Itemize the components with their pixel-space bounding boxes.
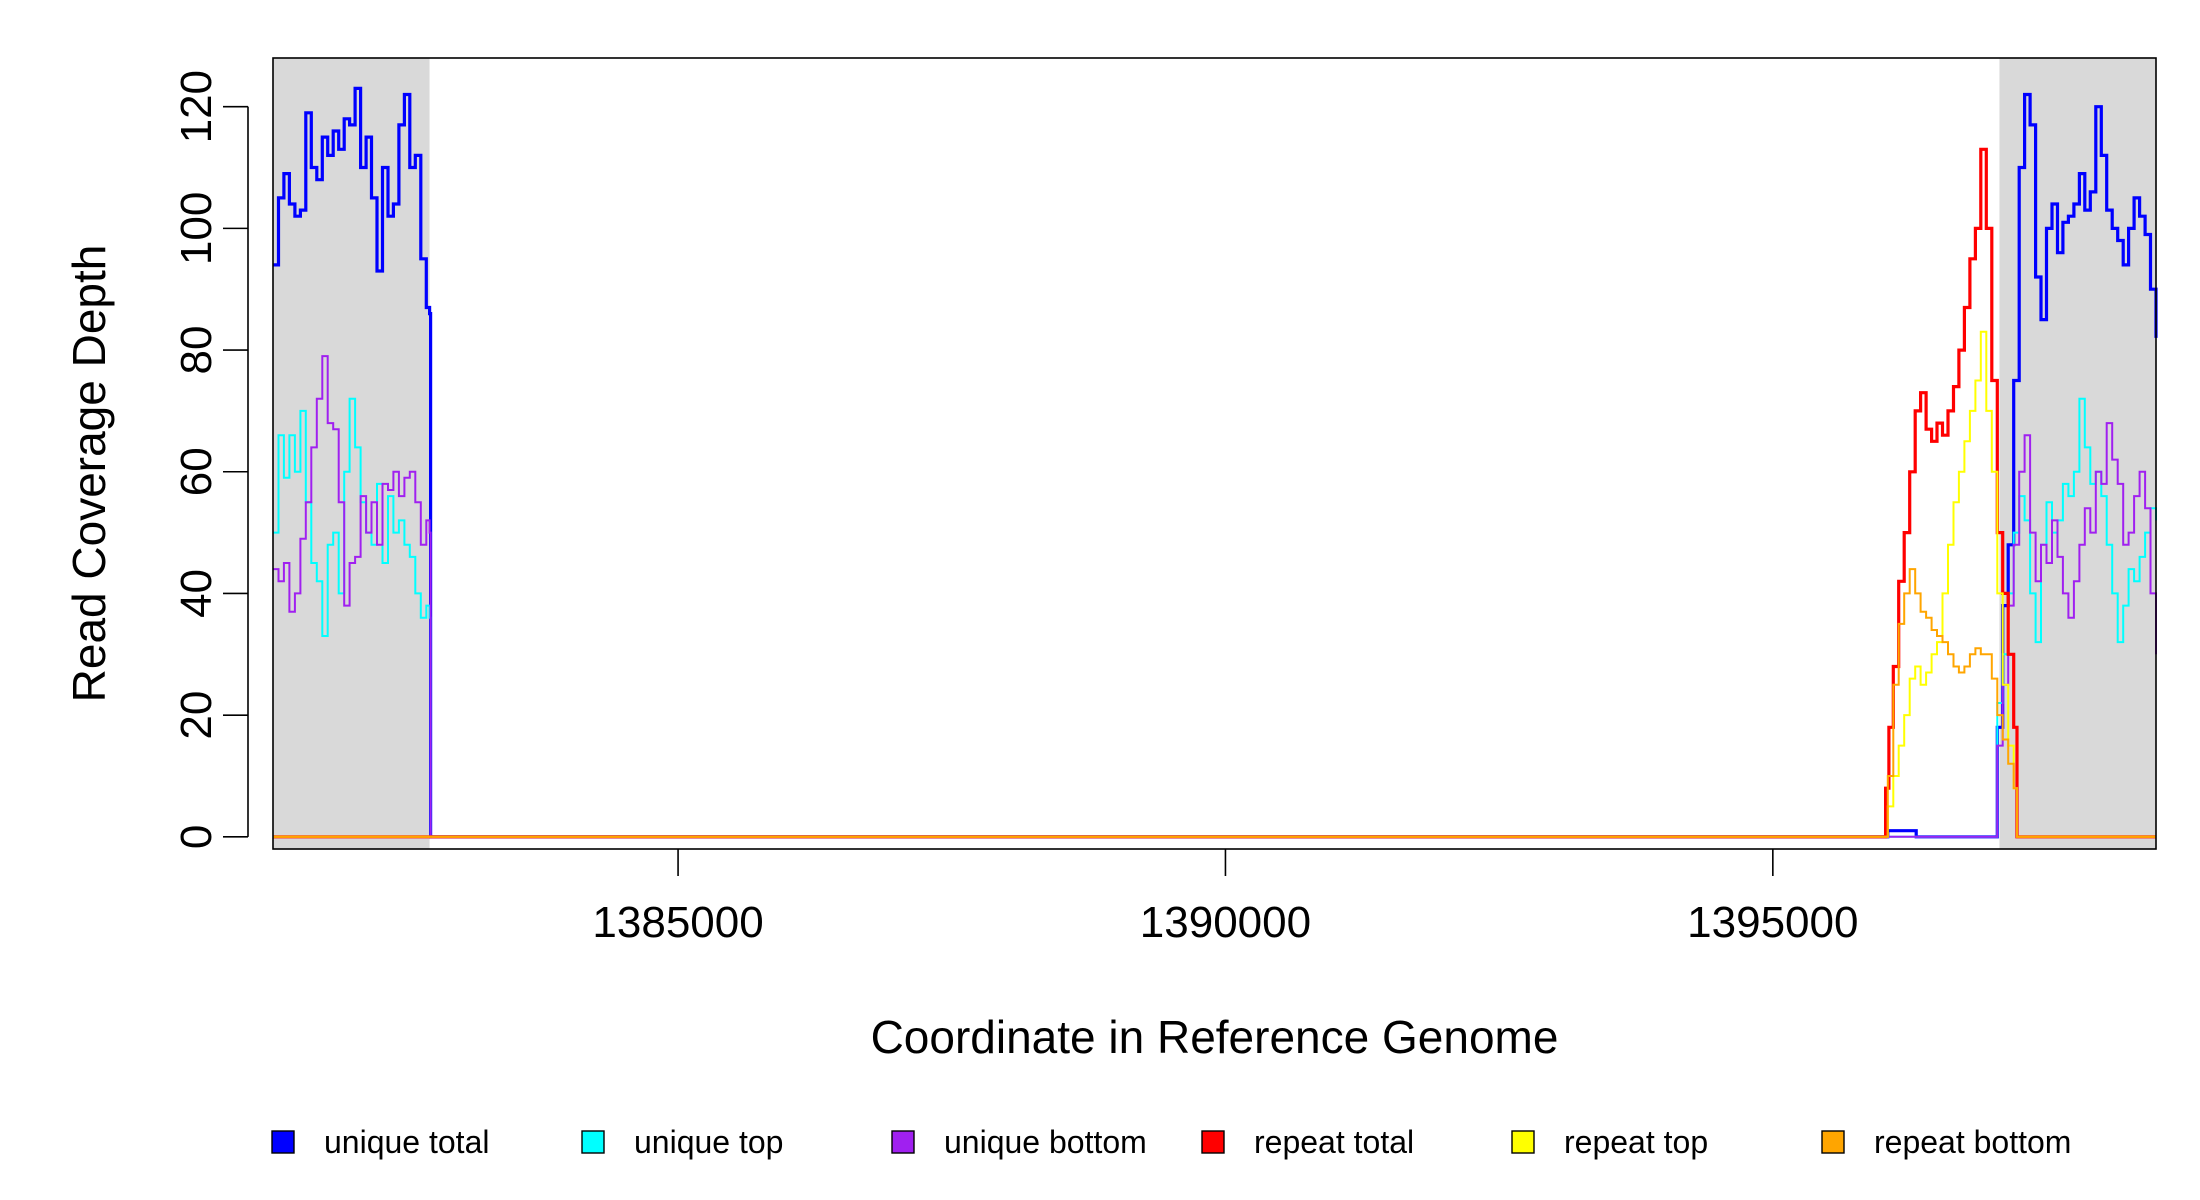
series-line-unique-total	[273, 86, 2158, 839]
legend: unique total unique top unique bottom repea…	[271, 1124, 2071, 1160]
series-line-repeat-total	[273, 147, 2156, 839]
legend-swatch-repeat-total	[1201, 1130, 1225, 1154]
legend-swatch-unique-top	[581, 1130, 605, 1154]
y-axis-title: Read Coverage Depth	[63, 245, 115, 703]
shaded-region-0	[273, 58, 430, 849]
y-tick-label: 40	[172, 569, 221, 618]
plot-frame	[272, 57, 2157, 850]
x-tick-label: 1395000	[1687, 898, 1858, 947]
legend-label-repeat-top: repeat top	[1564, 1124, 1708, 1160]
x-tick-label: 1390000	[1140, 898, 1311, 947]
legend-label-unique-bottom: unique bottom	[944, 1124, 1147, 1160]
series-line-unique-top	[273, 397, 2157, 838]
shaded-regions	[273, 58, 2156, 849]
y-tick-label: 100	[172, 192, 221, 265]
series-line-repeat-top	[273, 330, 2156, 838]
series-lines	[273, 86, 2158, 839]
x-axis-title: Coordinate in Reference Genome	[871, 1011, 1559, 1063]
axes: 0 20 40 60 80 100 120 1385000 1390000 1395000	[172, 70, 1858, 947]
series-line-unique-bottom	[273, 355, 2157, 838]
legend-swatch-repeat-bottom	[1821, 1130, 1845, 1154]
y-tick-label: 20	[172, 691, 221, 740]
x-tick-label: 1385000	[592, 898, 763, 947]
series-line-repeat-bottom	[273, 568, 2156, 838]
legend-label-unique-total: unique total	[324, 1124, 489, 1160]
legend-swatch-repeat-top	[1511, 1130, 1535, 1154]
legend-swatch-unique-bottom	[891, 1130, 915, 1154]
y-tick-label: 0	[172, 825, 221, 849]
legend-label-unique-top: unique top	[634, 1124, 783, 1160]
legend-label-repeat-total: repeat total	[1254, 1124, 1414, 1160]
legend-swatch-unique-total	[271, 1130, 295, 1154]
y-tick-label: 60	[172, 447, 221, 496]
shaded-region-1	[1999, 58, 2156, 849]
y-tick-label: 80	[172, 326, 221, 375]
legend-label-repeat-bottom: repeat bottom	[1874, 1124, 2071, 1160]
y-tick-label: 120	[172, 70, 221, 143]
